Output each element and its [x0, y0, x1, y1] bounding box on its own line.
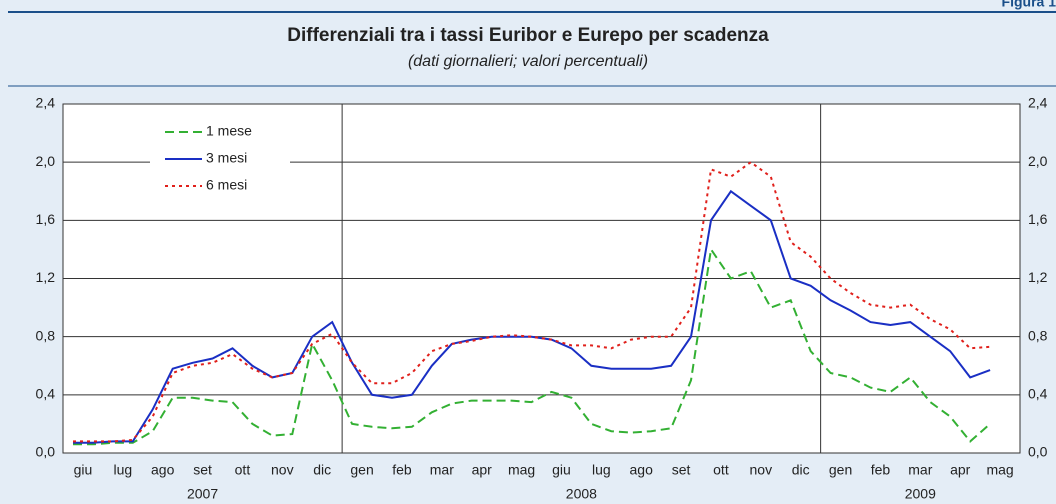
x-tick-label: giu: [552, 462, 571, 478]
y-tick-label-right: 0,8: [1028, 327, 1048, 343]
x-tick-label: dic: [792, 462, 810, 478]
x-tick-label: set: [193, 462, 212, 478]
x-tick-label: mar: [908, 462, 932, 478]
y-tick-label-right: 0,4: [1028, 386, 1048, 402]
x-tick-label: ago: [630, 462, 654, 478]
x-tick-label: dic: [313, 462, 331, 478]
x-tick-label: set: [672, 462, 691, 478]
series-line: [73, 189, 991, 444]
x-tick-label: mar: [430, 462, 454, 478]
x-tick-label: apr: [472, 462, 493, 478]
x-tick-label: gen: [350, 462, 373, 478]
y-tick-label-right: 1,2: [1028, 269, 1048, 285]
figure-label: Figura 1: [1002, 0, 1056, 10]
x-tick-label: nov: [750, 462, 773, 478]
x-tick-label: ott: [235, 462, 251, 478]
chart-subtitle: (dati giornalieri; valori percentuali): [408, 53, 648, 70]
x-tick-label: apr: [950, 462, 971, 478]
x-tick-label: ago: [151, 462, 175, 478]
y-tick-label: 2,0: [36, 153, 56, 169]
y-tick-label-right: 0,0: [1028, 444, 1048, 460]
legend-label: 3 mesi: [206, 150, 247, 166]
x-tick-label: giu: [74, 462, 93, 478]
x-tick-label: lug: [113, 462, 132, 478]
legend-label: 6 mesi: [206, 177, 247, 193]
y-tick-label: 0,8: [36, 327, 56, 343]
x-tick-label: mag: [986, 462, 1013, 478]
x-tick-label: lug: [592, 462, 611, 478]
x-tick-label: feb: [871, 462, 891, 478]
x-tick-label: nov: [271, 462, 294, 478]
y-tick-label: 2,4: [36, 95, 56, 111]
x-tick-label: mag: [508, 462, 535, 478]
year-label: 2007: [187, 486, 218, 502]
x-tick-label: gen: [829, 462, 852, 478]
y-tick-label-right: 2,4: [1028, 95, 1048, 111]
year-label: 2009: [905, 486, 936, 502]
y-tick-label-right: 1,6: [1028, 211, 1048, 227]
y-tick-label-right: 2,0: [1028, 153, 1048, 169]
year-label: 2008: [566, 486, 597, 502]
legend-label: 1 mese: [206, 123, 252, 139]
y-tick-label: 1,6: [36, 211, 56, 227]
y-tick-label: 1,2: [36, 269, 56, 285]
x-tick-label: feb: [392, 462, 412, 478]
series-line: [73, 246, 991, 446]
x-tick-label: ott: [713, 462, 729, 478]
y-tick-label: 0,0: [36, 444, 56, 460]
chart-title: Differenziali tra i tassi Euribor e Eure…: [287, 25, 769, 46]
y-tick-label: 0,4: [36, 386, 56, 402]
